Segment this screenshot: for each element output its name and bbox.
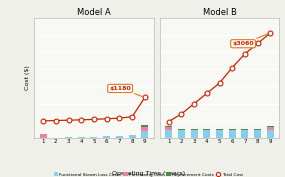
Bar (254, 129, 261, 130)
Bar (78, 137, 85, 138)
Bar (203, 130, 210, 138)
Bar (90, 137, 97, 138)
Bar (116, 136, 123, 138)
Bar (165, 126, 172, 127)
Bar (191, 130, 198, 138)
Bar (267, 130, 274, 138)
Y-axis label: Cost ($): Cost ($) (25, 65, 30, 90)
Bar (267, 127, 274, 130)
Bar (178, 129, 185, 130)
Bar (241, 130, 249, 138)
Bar (103, 136, 110, 138)
Bar (216, 129, 223, 130)
Bar (141, 125, 148, 127)
Text: $3060: $3060 (232, 34, 268, 46)
Text: Operating Time (years): Operating Time (years) (112, 171, 185, 176)
Bar (165, 130, 172, 138)
Bar (141, 131, 148, 138)
Legend: Functional Steam Loss Costs, Purchasing Cost, Replacement Costs, Total Cost: Functional Steam Loss Costs, Purchasing … (54, 172, 243, 176)
Bar (203, 129, 210, 130)
Bar (216, 130, 223, 138)
Bar (141, 127, 148, 131)
Bar (40, 134, 47, 138)
Bar (241, 129, 249, 130)
Bar (165, 127, 172, 130)
Bar (254, 130, 261, 138)
Bar (191, 129, 198, 130)
Bar (229, 130, 236, 138)
Bar (229, 129, 236, 130)
Title: Model A: Model A (77, 8, 111, 17)
Bar (65, 137, 72, 138)
Bar (129, 135, 136, 138)
Title: Model B: Model B (203, 8, 237, 17)
Text: $1180: $1180 (109, 86, 142, 96)
Bar (178, 130, 185, 138)
Bar (267, 126, 274, 127)
